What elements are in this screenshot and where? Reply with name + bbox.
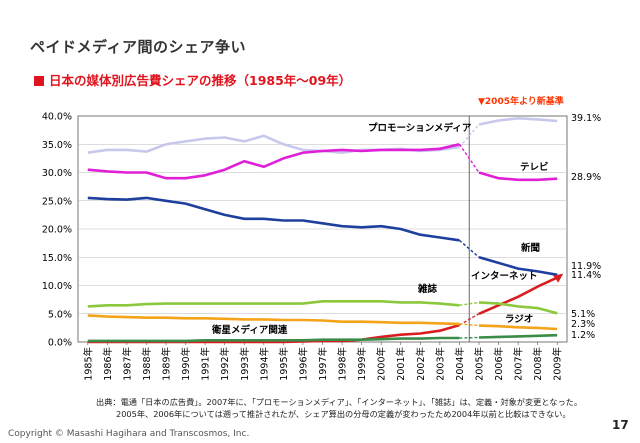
y-tick-label: 0.0% xyxy=(48,338,72,349)
series-bridge-dashed xyxy=(458,239,480,258)
end-value-label: 5.1% xyxy=(571,309,595,320)
x-tick-label: 2005年 xyxy=(473,347,485,381)
series-name-label: プロモーションメディア xyxy=(368,122,472,134)
page-number: 17 xyxy=(612,418,629,432)
series-bridge-dashed xyxy=(459,336,480,339)
x-tick-label: 1987年 xyxy=(121,347,133,381)
chart-subtitle-text: 日本の媒体別広告費シェアの推移（1985年～09年） xyxy=(49,73,352,88)
x-tick-label: 1998年 xyxy=(337,347,349,381)
series-line-post-2005 xyxy=(478,256,558,277)
x-tick-label: 2004年 xyxy=(454,347,466,381)
end-value-label: 28.9% xyxy=(571,172,601,183)
series-line-post-2005 xyxy=(478,324,558,331)
source-line-2: 2005年、2006年については遡って推計されたが、シェア算出の分母の定義が変わ… xyxy=(116,409,571,419)
y-tick-label: 5.0% xyxy=(48,309,72,320)
x-tick-label: 1997年 xyxy=(317,347,329,381)
series-bridge-dashed xyxy=(459,301,480,306)
x-tick-label: 1993年 xyxy=(239,347,251,381)
series-bridge-dashed xyxy=(459,313,480,326)
series-name-label: ラジオ xyxy=(505,314,533,325)
slide-title: ペイドメディア間のシェア争い xyxy=(30,38,246,56)
end-value-label: 11.9% xyxy=(571,261,601,272)
series-line-post-2005 xyxy=(478,301,558,315)
x-tick-label: 1985年 xyxy=(82,347,94,381)
x-tick-label: 1989年 xyxy=(161,347,173,381)
x-tick-label: 1990年 xyxy=(180,347,192,381)
standard-change-note: ▼2005年より新基準 xyxy=(478,97,564,107)
x-tick-label: 2001年 xyxy=(395,347,407,381)
series-line-post-2005 xyxy=(478,117,558,126)
series-name-label: テレビ xyxy=(520,161,549,173)
x-tick-label: 2002年 xyxy=(415,347,427,381)
x-tick-label: 1994年 xyxy=(258,347,270,381)
series-line-pre-2005 xyxy=(87,336,460,343)
x-tick-label: 1986年 xyxy=(102,347,114,381)
series-name-label: インターネット xyxy=(471,270,538,282)
end-value-label: 2.3% xyxy=(571,319,595,330)
x-tick-label: 2008年 xyxy=(532,347,544,381)
source-line-1: 出典：電通「日本の広告費」。2007年に、「プロモーションメディア」、「インター… xyxy=(96,397,583,407)
internet-arrowhead xyxy=(553,273,564,283)
y-tick-label: 35.0% xyxy=(42,140,72,151)
y-tick-label: 15.0% xyxy=(42,253,72,264)
series-line-post-2005 xyxy=(478,276,558,315)
end-value-label: 1.2% xyxy=(571,330,595,341)
x-tick-label: 1988年 xyxy=(141,347,153,381)
y-tick-label: 40.0% xyxy=(42,112,72,123)
series-line-pre-2005 xyxy=(87,143,460,180)
x-tick-label: 1996年 xyxy=(297,347,309,381)
series-line-pre-2005 xyxy=(87,299,460,308)
x-tick-label: 1992年 xyxy=(219,347,231,381)
x-tick-label: 2000年 xyxy=(376,347,388,381)
series-line-pre-2005 xyxy=(87,314,460,326)
series-line-post-2005 xyxy=(478,171,558,182)
y-tick-label: 20.0% xyxy=(42,225,72,236)
x-tick-label: 1991年 xyxy=(200,347,212,381)
end-value-label: 11.4% xyxy=(571,270,601,281)
series-line-post-2005 xyxy=(478,333,558,339)
series-name-label: 雑誌 xyxy=(417,283,438,295)
series-name-label: 衛星メディア関連 xyxy=(211,324,288,336)
y-tick-label: 25.0% xyxy=(42,196,72,207)
source-note: 出典：電通「日本の広告費」。2007年に、「プロモーションメディア」、「インター… xyxy=(96,396,582,420)
x-tick-label: 2003年 xyxy=(434,347,446,381)
end-value-label: 39.1% xyxy=(571,113,601,124)
y-tick-label: 30.0% xyxy=(42,168,72,179)
series-name-label: 新聞 xyxy=(521,242,540,254)
x-tick-label: 2009年 xyxy=(552,347,564,381)
red-square-icon xyxy=(34,76,44,86)
x-tick-label: 2006年 xyxy=(493,347,505,381)
x-tick-label: 2007年 xyxy=(513,347,525,381)
copyright: Copyright © Masashi Hagihara and Transco… xyxy=(8,429,250,439)
x-tick-label: 1995年 xyxy=(278,347,290,381)
x-tick-label: 1999年 xyxy=(356,347,368,381)
chart-subtitle: 日本の媒体別広告費シェアの推移（1985年～09年） xyxy=(34,70,351,89)
y-tick-label: 10.0% xyxy=(42,281,72,292)
series-bridge-dashed xyxy=(458,143,480,173)
series-bridge-dashed xyxy=(459,323,480,327)
series-line-pre-2005 xyxy=(87,196,460,242)
